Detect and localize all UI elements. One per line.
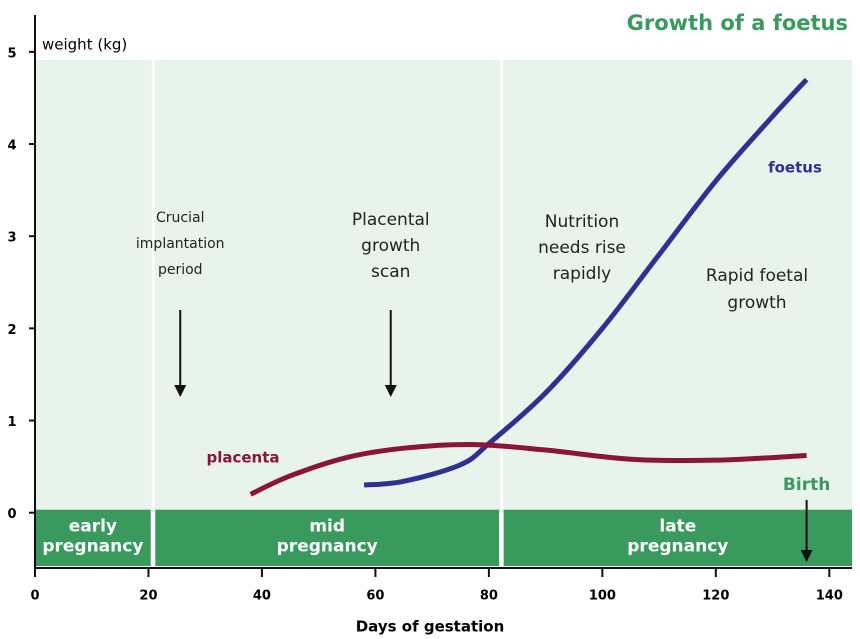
annotation: rapidly bbox=[553, 264, 612, 284]
y-tick-label: 5 bbox=[7, 46, 16, 61]
y-tick-label: 3 bbox=[7, 231, 16, 246]
y-tick-label: 0 bbox=[7, 507, 16, 522]
phase-label: pregnancy bbox=[277, 537, 378, 557]
annotation: Birth bbox=[783, 475, 830, 495]
x-tick-label: 60 bbox=[366, 589, 384, 604]
x-tick-label: 80 bbox=[480, 589, 498, 604]
series-label: placenta bbox=[206, 449, 279, 467]
phase-label: mid bbox=[309, 517, 345, 537]
chart-title: Growth of a foetus bbox=[627, 11, 848, 35]
annotation: Nutrition bbox=[545, 212, 619, 232]
y-axis-title: weight (kg) bbox=[42, 36, 127, 54]
annotation: implantation bbox=[136, 236, 225, 252]
annotation: scan bbox=[371, 262, 410, 282]
y-tick-label: 4 bbox=[7, 139, 16, 154]
annotation: Crucial bbox=[156, 210, 204, 226]
series-label: foetus bbox=[768, 159, 822, 177]
x-tick-label: 40 bbox=[253, 589, 271, 604]
y-tick-label: 1 bbox=[7, 415, 16, 430]
page: Growth of a foetus earlypregnancymidpreg… bbox=[0, 0, 860, 639]
phase-label: pregnancy bbox=[42, 537, 143, 557]
annotation: needs rise bbox=[538, 238, 626, 258]
annotation: period bbox=[158, 262, 203, 278]
x-tick-label: 140 bbox=[816, 589, 843, 604]
phase-label: pregnancy bbox=[627, 537, 728, 557]
annotation: growth bbox=[727, 293, 786, 313]
phase-label: late bbox=[659, 517, 696, 537]
annotation: Rapid foetal bbox=[706, 266, 808, 286]
x-tick-label: 120 bbox=[702, 589, 729, 604]
phase-label: early bbox=[69, 517, 117, 537]
y-tick-label: 2 bbox=[7, 323, 16, 338]
x-tick-label: 100 bbox=[589, 589, 616, 604]
annotation: growth bbox=[361, 236, 420, 256]
x-tick-label: 0 bbox=[30, 589, 39, 604]
annotation: Placental bbox=[352, 210, 430, 230]
x-tick-label: 20 bbox=[139, 589, 157, 604]
chart: Growth of a foetus earlypregnancymidpreg… bbox=[0, 0, 860, 639]
x-axis-title: Days of gestation bbox=[356, 618, 505, 636]
